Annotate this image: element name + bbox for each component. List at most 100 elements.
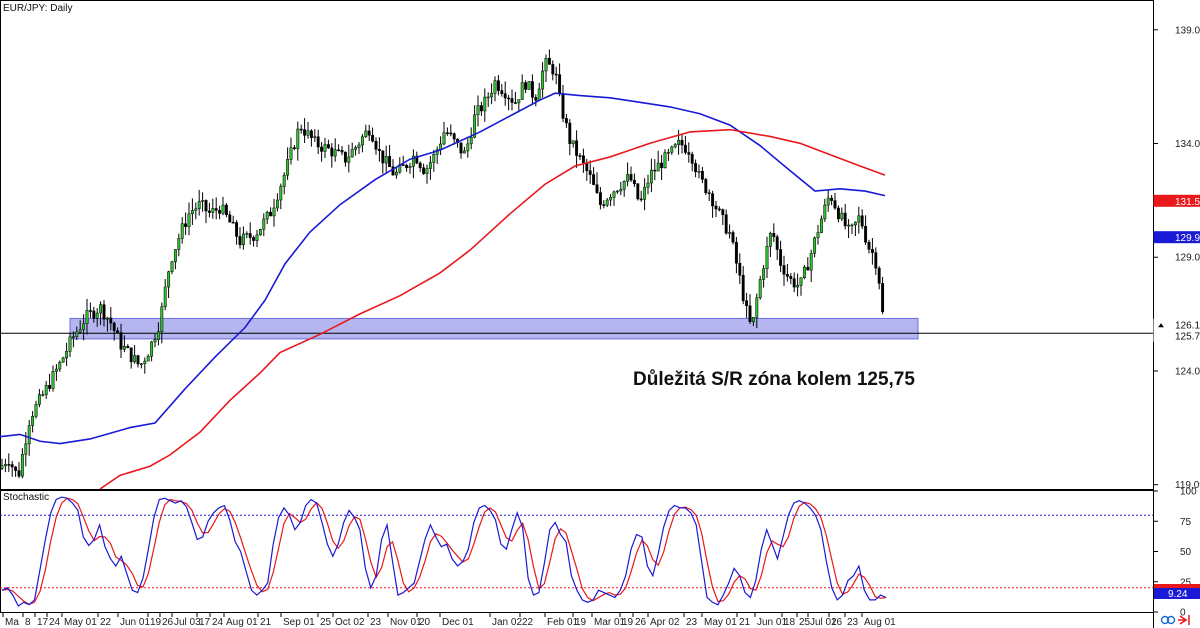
- time-tick-label: 26: [635, 617, 647, 628]
- candle: [860, 209, 864, 230]
- candle: [598, 187, 602, 210]
- moving-average-lines: [0, 92, 886, 490]
- price-tick-label: 129.09: [1175, 253, 1200, 264]
- candle: [524, 80, 528, 94]
- candle: [133, 344, 137, 364]
- candle: [269, 207, 273, 217]
- chart-title: EUR/JPY: Daily: [3, 3, 72, 14]
- candle: [799, 277, 803, 296]
- candle: [520, 74, 524, 100]
- candle: [320, 142, 324, 162]
- candle: [116, 327, 120, 333]
- candle: [24, 432, 28, 467]
- candle: [530, 74, 534, 106]
- candle: [262, 213, 266, 237]
- candle: [649, 158, 653, 193]
- candle: [309, 129, 313, 147]
- candle: [286, 147, 290, 180]
- candle: [432, 149, 436, 172]
- candle: [717, 206, 721, 212]
- candle: [496, 75, 500, 96]
- candle: [292, 145, 296, 151]
- candle: [275, 193, 279, 212]
- candle: [194, 202, 198, 220]
- price-tick-label: 119.09: [1175, 480, 1200, 491]
- candle: [214, 197, 218, 220]
- time-tick-label: May 01: [704, 617, 737, 628]
- candle: [847, 219, 851, 239]
- candle: [819, 215, 823, 234]
- exit-icon[interactable]: [1178, 615, 1190, 625]
- candle: [700, 166, 704, 184]
- candle: [7, 453, 11, 472]
- candle: [707, 189, 711, 202]
- stochastic-levels: [0, 514, 1153, 589]
- time-tick-label: Jun 01: [757, 617, 787, 628]
- time-tick-label: 17: [199, 617, 211, 628]
- candle: [326, 139, 330, 149]
- candle: [330, 143, 334, 168]
- time-tick-label: 19: [575, 617, 587, 628]
- price-label-last: 125.75: [1153, 329, 1200, 343]
- link-icon[interactable]: [1160, 615, 1176, 625]
- candle: [765, 236, 769, 278]
- candle: [734, 236, 738, 274]
- candle: [762, 265, 766, 288]
- candle: [741, 266, 745, 305]
- candle: [874, 247, 878, 275]
- candlestick-series: [0, 49, 885, 479]
- candle: [615, 190, 619, 194]
- candle: [789, 273, 793, 285]
- candle: [3, 458, 7, 473]
- candle: [31, 411, 35, 433]
- candle: [99, 301, 103, 326]
- time-tick-label: 18: [784, 617, 796, 628]
- time-tick-label: 22: [522, 617, 534, 628]
- candle: [666, 148, 670, 161]
- candle: [258, 228, 262, 236]
- time-tick-label: Sep 01: [283, 617, 315, 628]
- time-tick-label: Aug 01: [864, 617, 896, 628]
- stochastic-panel-frame: [0, 490, 1154, 613]
- candle: [75, 326, 79, 341]
- time-tick-label: 20: [419, 617, 431, 628]
- candle: [82, 314, 86, 341]
- candle: [697, 164, 701, 179]
- candle: [384, 145, 388, 173]
- candle: [92, 306, 96, 323]
- candle: [422, 163, 426, 175]
- candle: [44, 380, 48, 399]
- price-tick-label: 139.09: [1175, 25, 1200, 36]
- candle: [507, 94, 511, 111]
- candle: [405, 163, 409, 172]
- candle: [687, 142, 691, 163]
- candle: [34, 400, 38, 419]
- candle: [160, 302, 164, 344]
- candle: [830, 194, 834, 206]
- candle: [751, 316, 755, 326]
- candle: [241, 226, 245, 250]
- candle: [119, 323, 123, 359]
- candle: [146, 354, 150, 362]
- candle: [867, 239, 871, 254]
- candle: [670, 145, 674, 155]
- candle: [785, 264, 789, 282]
- candle: [680, 133, 684, 154]
- stochastic-axis-ticks: 100 75 50 25 0 9.24: [1153, 487, 1200, 619]
- time-tick-label: 19: [622, 617, 634, 628]
- candle: [41, 390, 45, 397]
- candle: [68, 332, 72, 357]
- candle: [61, 356, 65, 363]
- candle: [299, 124, 303, 134]
- candle: [541, 62, 545, 98]
- candle: [748, 294, 752, 325]
- candle: [394, 167, 398, 179]
- candle: [561, 84, 565, 123]
- candle: [10, 460, 14, 477]
- time-tick-label: 8: [25, 617, 31, 628]
- time-tick-label: Jul 02: [810, 617, 837, 628]
- candle: [534, 94, 538, 107]
- candle: [139, 362, 143, 369]
- candle: [758, 275, 762, 300]
